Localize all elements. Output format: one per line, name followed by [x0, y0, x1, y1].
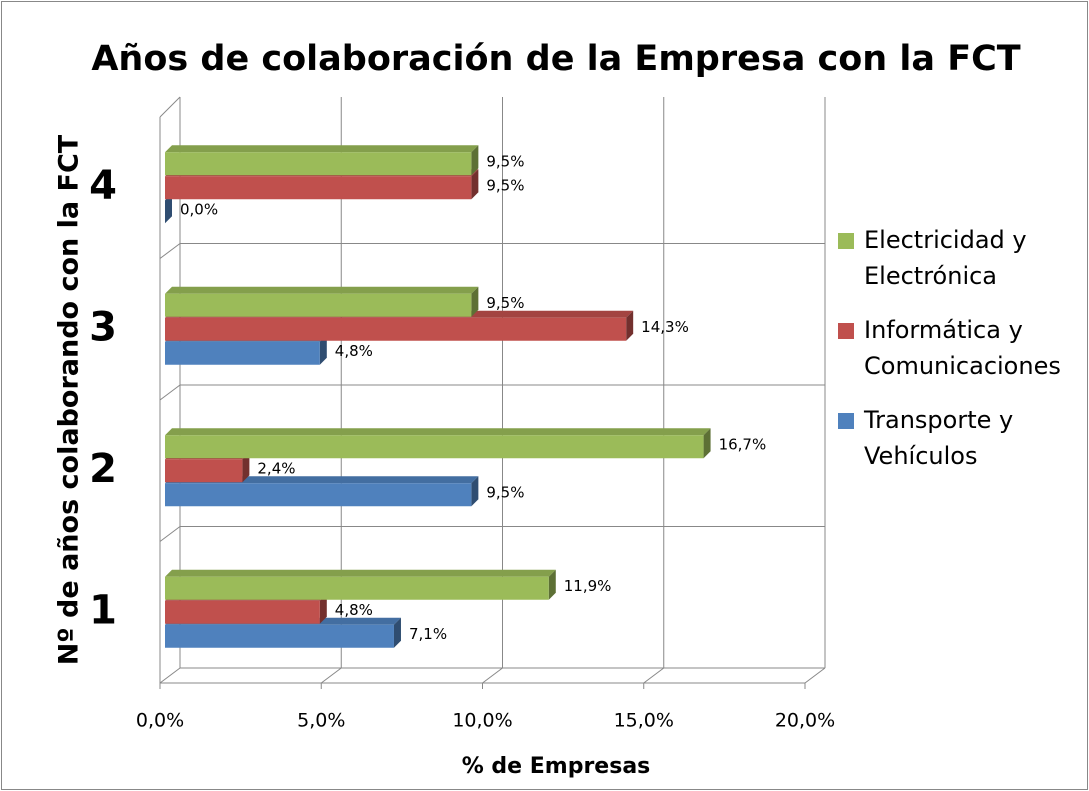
- x-tick-label: 10,0%: [452, 710, 512, 732]
- grid-line: [643, 667, 665, 684]
- legend-entry: Transporte y Vehículos: [838, 402, 1063, 474]
- data-label: 4,8%: [335, 342, 373, 360]
- data-label: 2,4%: [257, 459, 295, 477]
- bar-face: [165, 576, 549, 600]
- bar-face: [242, 452, 250, 483]
- x-axis-title: % de Empresas: [462, 754, 651, 779]
- grid-line: [482, 667, 503, 684]
- chart-title: Años de colaboración de la Empresa con l…: [91, 39, 1020, 79]
- bar-face: [165, 293, 472, 317]
- bar-face: [548, 569, 556, 600]
- bar-face: [319, 593, 327, 624]
- wall-divider: [159, 384, 181, 401]
- x-tick-label: 15,0%: [614, 710, 674, 732]
- y-tick-label: 3: [89, 304, 117, 350]
- data-label: 9,5%: [486, 152, 524, 170]
- legend-swatch: [838, 233, 854, 249]
- legend-label: Electricidad y Electrónica: [864, 226, 1027, 290]
- x-tick-label: 20,0%: [775, 710, 835, 732]
- legend-label: Transporte y Vehículos: [864, 406, 1014, 470]
- data-label: 7,1%: [409, 625, 447, 643]
- bar-face: [165, 459, 243, 483]
- bar-face: [471, 476, 479, 507]
- data-label: 4,8%: [335, 601, 373, 619]
- bar: [165, 145, 479, 176]
- legend: Electricidad y Electrónica Informática y …: [838, 222, 1063, 492]
- grid-line: [804, 667, 826, 684]
- bar-face: [471, 145, 479, 176]
- bar-face: [471, 169, 479, 200]
- data-label: 9,5%: [486, 176, 524, 194]
- bar: [165, 428, 711, 459]
- y-tick-label: 2: [89, 446, 117, 492]
- legend-entry: Informática y Comunicaciones: [838, 312, 1063, 384]
- legend-entry: Electricidad y Electrónica: [838, 222, 1063, 294]
- bar-face: [165, 600, 320, 624]
- legend-label: Informática y Comunicaciones: [864, 316, 1061, 380]
- bar: [165, 476, 479, 507]
- grid-line: [320, 667, 342, 684]
- bar-face: [165, 317, 627, 341]
- bar-face: [165, 193, 172, 224]
- bar-face: [165, 176, 472, 200]
- grid-line: [159, 667, 181, 684]
- x-tick-label: 0,0%: [136, 710, 184, 732]
- x-tick-label: 5,0%: [297, 710, 345, 732]
- data-label: 0,0%: [180, 200, 218, 218]
- bar-face: [165, 624, 394, 648]
- data-label: 14,3%: [641, 318, 689, 336]
- legend-swatch: [838, 413, 854, 429]
- bar: [165, 193, 172, 224]
- bar-face: [165, 435, 704, 459]
- bar: [165, 286, 479, 317]
- y-tick-label: 4: [89, 163, 117, 209]
- y-tick-label: 1: [89, 587, 117, 633]
- bar-face: [319, 334, 327, 365]
- wall-divider: [159, 526, 181, 542]
- bar-face: [165, 428, 711, 436]
- wall-divider: [159, 243, 181, 259]
- bar-face: [165, 286, 479, 294]
- bar-face: [626, 310, 634, 341]
- legend-swatch: [838, 323, 854, 339]
- data-label: 9,5%: [486, 483, 524, 501]
- bar-face: [165, 483, 472, 507]
- data-label: 16,7%: [719, 435, 767, 453]
- bar: [165, 569, 556, 600]
- bar-face: [471, 286, 479, 317]
- y-axis-title: Nº de años colaborando con la FCT: [54, 134, 85, 665]
- bar-face: [165, 145, 479, 153]
- wall-edge: [159, 96, 181, 118]
- bar-face: [703, 428, 711, 459]
- bar-face: [393, 617, 401, 648]
- bar-face: [165, 152, 472, 176]
- data-label: 9,5%: [486, 294, 524, 312]
- data-label: 11,9%: [564, 577, 612, 595]
- bar-face: [165, 569, 556, 577]
- bar-face: [165, 341, 320, 365]
